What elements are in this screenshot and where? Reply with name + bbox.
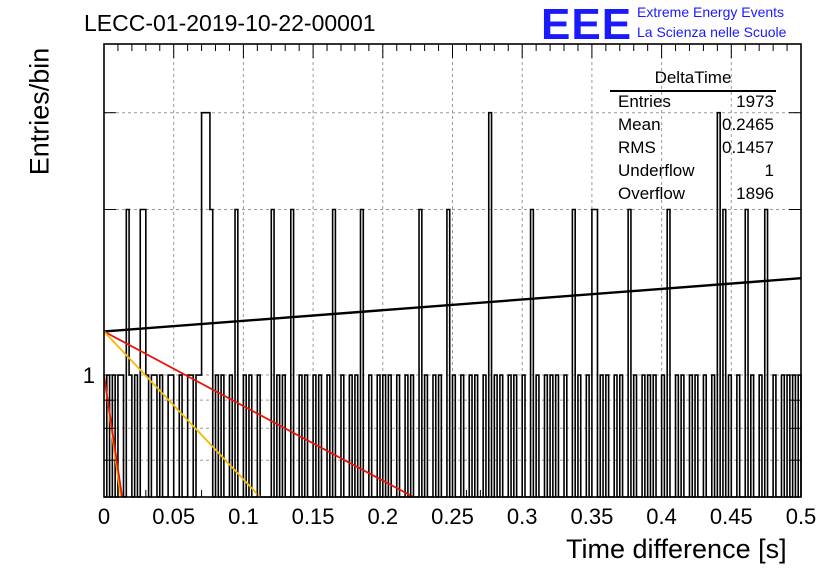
x-tick-label: 0.05 — [152, 504, 195, 529]
stats-row-entries: Entries 1973 — [618, 92, 774, 114]
chart-title: LECC-01-2019-10-22-00001 — [84, 10, 376, 36]
x-tick-label: 0.3 — [507, 504, 538, 529]
stats-row-rms: RMS 0.1457 — [618, 138, 774, 160]
stats-box-underline — [610, 90, 776, 92]
fit-line — [103, 330, 261, 498]
stats-value: 1973 — [736, 92, 774, 111]
stats-value: 0.2465 — [722, 115, 774, 134]
logo-line-2: La Scienza nelle Scuole — [637, 24, 787, 40]
histogram-bin — [199, 375, 202, 497]
stats-value: 1 — [764, 161, 774, 180]
fit-line — [103, 277, 802, 333]
logo-line-1: Extreme Energy Events — [637, 4, 785, 20]
x-tick-label: 0.45 — [710, 504, 753, 529]
stats-label: Mean — [618, 115, 661, 134]
eee-logo-mark: EEE — [541, 0, 633, 49]
stats-row-overflow: Overflow 1896 — [618, 184, 774, 206]
stats-row-underflow: Underflow 1 — [618, 161, 774, 183]
x-tick-label: 0.35 — [570, 504, 613, 529]
x-tick-label: 0.5 — [786, 504, 817, 529]
stats-value: 0.1457 — [722, 138, 774, 157]
y-tick-label: 1 — [83, 363, 95, 388]
stats-label: Underflow — [618, 161, 695, 180]
stats-value: 1896 — [736, 184, 774, 203]
fit-line — [103, 330, 414, 498]
x-tick-label: 0.2 — [368, 504, 399, 529]
x-tick-label: 0.1 — [228, 504, 259, 529]
stats-row-mean: Mean 0.2465 — [618, 115, 774, 137]
stats-label: Entries — [618, 92, 671, 111]
stats-label: RMS — [618, 138, 656, 157]
stats-box-title: DeltaTime — [654, 68, 732, 87]
fit-line — [103, 374, 124, 498]
x-tick-label: 0.25 — [431, 504, 474, 529]
stats-label: Overflow — [618, 184, 686, 203]
x-tick-label: 0.15 — [292, 504, 335, 529]
x-tick-label: 0.4 — [646, 504, 677, 529]
x-tick-label: 0 — [98, 504, 110, 529]
x-axis-label: Time difference [s] — [566, 534, 787, 564]
